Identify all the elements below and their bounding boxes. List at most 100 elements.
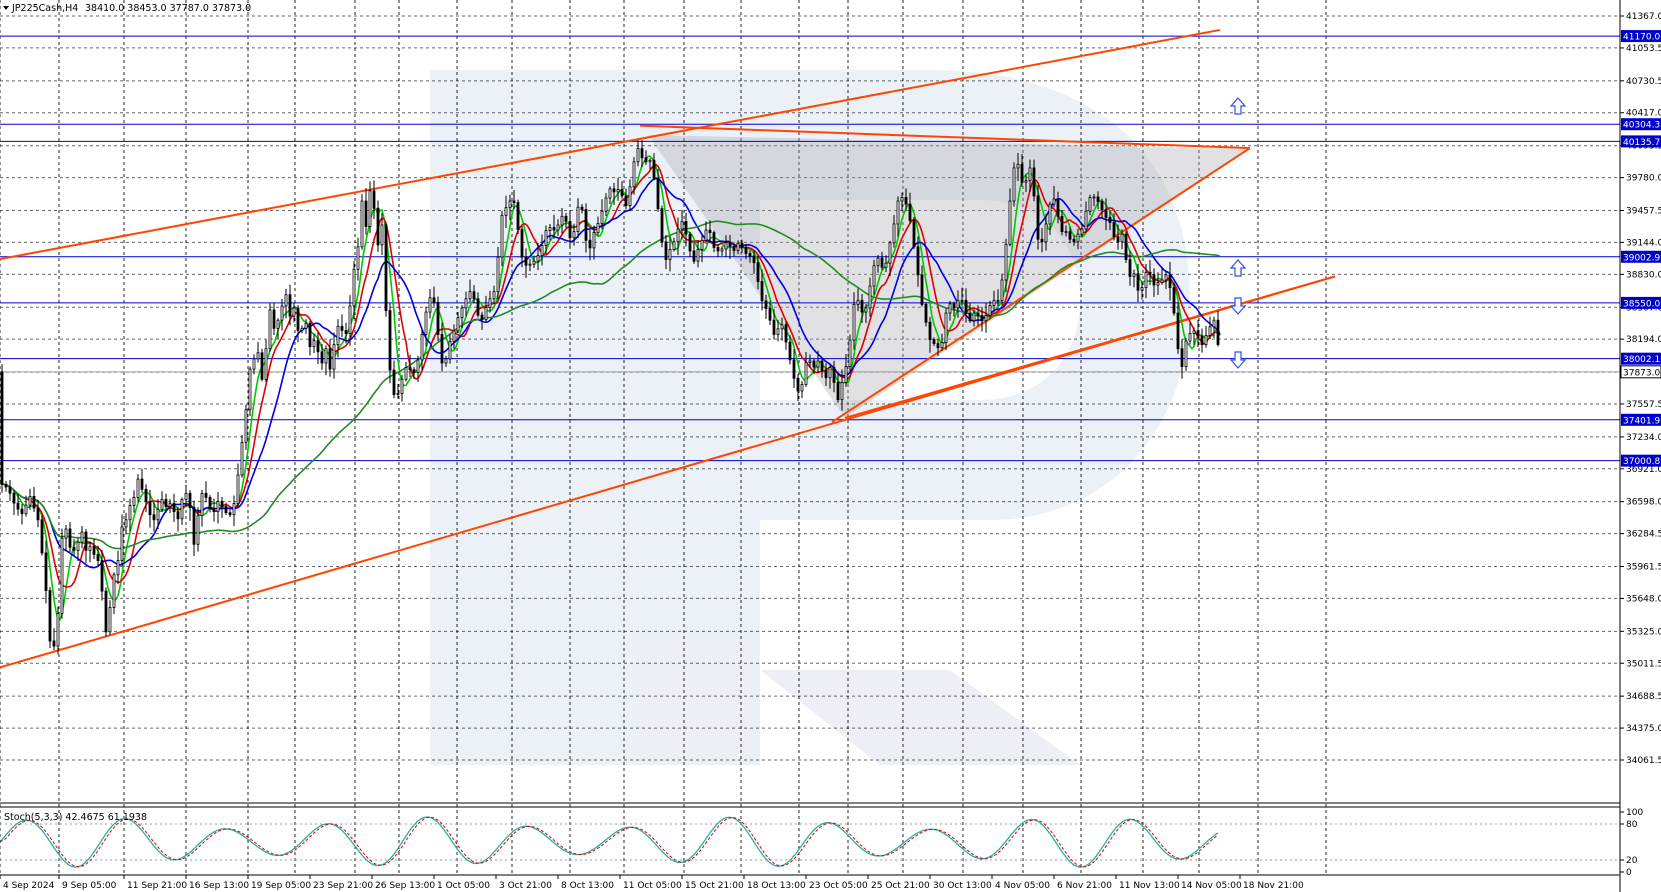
- candle-body: [1028, 167, 1032, 182]
- candle-body: [540, 244, 544, 256]
- stoch-tick-label: 80: [1626, 820, 1638, 830]
- candle-body: [872, 265, 876, 287]
- candle-body: [1200, 335, 1204, 346]
- stoch-tick-label: 20: [1626, 856, 1638, 866]
- candle-body: [1176, 312, 1180, 350]
- candle-body: [1080, 228, 1084, 235]
- time-tick-label: 18 Oct 13:00: [747, 881, 806, 891]
- candle-body: [1152, 274, 1156, 286]
- candle-body: [1092, 196, 1096, 199]
- arrow-up-icon: [1229, 259, 1247, 277]
- time-tick-label: 8 Oct 13:00: [561, 881, 614, 891]
- candle-body: [552, 227, 556, 231]
- level-tag-label: 41170.0: [1623, 33, 1660, 43]
- candle-body: [1060, 215, 1064, 232]
- candle-body: [1004, 243, 1008, 281]
- trend-line: [639, 124, 1251, 150]
- candle-body: [812, 360, 816, 368]
- candle-body: [264, 348, 268, 380]
- candle-body: [736, 242, 740, 251]
- candle-body: [572, 231, 576, 239]
- candle-body: [408, 367, 412, 370]
- candle-body: [176, 511, 180, 520]
- candle-body: [1096, 196, 1100, 202]
- candle-body: [1148, 271, 1152, 276]
- candle-body: [544, 230, 548, 246]
- candle-body: [88, 545, 92, 551]
- candle-body: [1024, 180, 1028, 183]
- candle-body: [236, 474, 240, 504]
- candle-body: [832, 367, 836, 383]
- candle-body: [984, 315, 988, 322]
- candle-body: [600, 210, 604, 224]
- dropdown-triangle-icon[interactable]: [3, 6, 9, 10]
- candle-body: [536, 255, 540, 262]
- candle-body: [0, 371, 4, 485]
- candle-body: [1180, 348, 1184, 367]
- candle-body: [232, 503, 236, 516]
- level-tag-label: 38550.0: [1623, 299, 1660, 309]
- candle-body: [168, 503, 172, 507]
- candle-body: [896, 200, 900, 225]
- candle-body: [52, 640, 56, 647]
- candle-body: [112, 574, 116, 608]
- candle-body: [708, 229, 712, 234]
- time-tick-label: 18 Nov 21:00: [1243, 881, 1304, 891]
- price-tick-label: 34061.5: [1626, 756, 1661, 766]
- time-tick-label: 25 Oct 21:00: [871, 881, 930, 891]
- candle-body: [40, 519, 44, 554]
- candle-body: [936, 343, 940, 349]
- candle-body: [664, 241, 668, 261]
- candle-body: [244, 409, 248, 443]
- candle-body: [148, 501, 152, 516]
- candle-body: [840, 381, 844, 401]
- candle-body: [808, 360, 812, 363]
- candle-body: [384, 224, 388, 311]
- candle-body: [576, 206, 580, 232]
- candle-body: [120, 526, 124, 561]
- candle-body: [136, 478, 140, 498]
- candle-body: [72, 546, 76, 551]
- candle-body: [1156, 282, 1160, 286]
- candle-body: [788, 341, 792, 361]
- candle-body: [944, 312, 948, 344]
- candle-body: [260, 352, 264, 380]
- candle-body: [796, 377, 800, 392]
- candle-body: [100, 560, 104, 592]
- candle-body: [988, 305, 992, 317]
- price-tick-label: 35325.0: [1626, 627, 1661, 637]
- price-tick-label: 35961.5: [1626, 563, 1661, 573]
- candle-body: [1008, 200, 1012, 245]
- candle-body: [416, 359, 420, 374]
- candle-body: [588, 239, 592, 249]
- candle-body: [96, 554, 100, 561]
- candle-body: [1212, 319, 1216, 328]
- time-axis: 4 Sep 2024 9 Sep 05:00 11 Sep 21:00 16 Sep …: [0, 875, 1304, 891]
- candle-body: [672, 241, 676, 250]
- candle-body: [1072, 238, 1076, 243]
- candle-body: [1088, 197, 1092, 212]
- candle-body: [752, 255, 756, 264]
- candle-body: [12, 492, 16, 504]
- candle-body: [1068, 231, 1072, 240]
- time-tick-label: 11 Nov 13:00: [1119, 881, 1180, 891]
- candle-body: [444, 358, 448, 364]
- candle-body: [436, 301, 440, 335]
- candle-body: [748, 253, 752, 257]
- candle-body: [188, 492, 192, 508]
- level-tag: [1621, 413, 1661, 426]
- ohlc-label: 38410.0 38453.0 37787.0 37873.0: [85, 3, 251, 14]
- stochastic-axis: 100 80 20 0: [1620, 808, 1643, 878]
- time-tick-label: 14 Nov 05:00: [1181, 881, 1242, 891]
- candle-body: [816, 360, 820, 368]
- candle-body: [1012, 167, 1016, 202]
- candle-body: [792, 359, 796, 379]
- candle-body: [304, 322, 308, 329]
- candle-body: [804, 362, 808, 385]
- candle-body: [488, 298, 492, 308]
- price-tick-label: 35648.0: [1626, 594, 1661, 604]
- candle-body: [140, 478, 144, 490]
- candle-body: [876, 257, 880, 267]
- time-tick-label: 23 Sep 21:00: [313, 881, 373, 891]
